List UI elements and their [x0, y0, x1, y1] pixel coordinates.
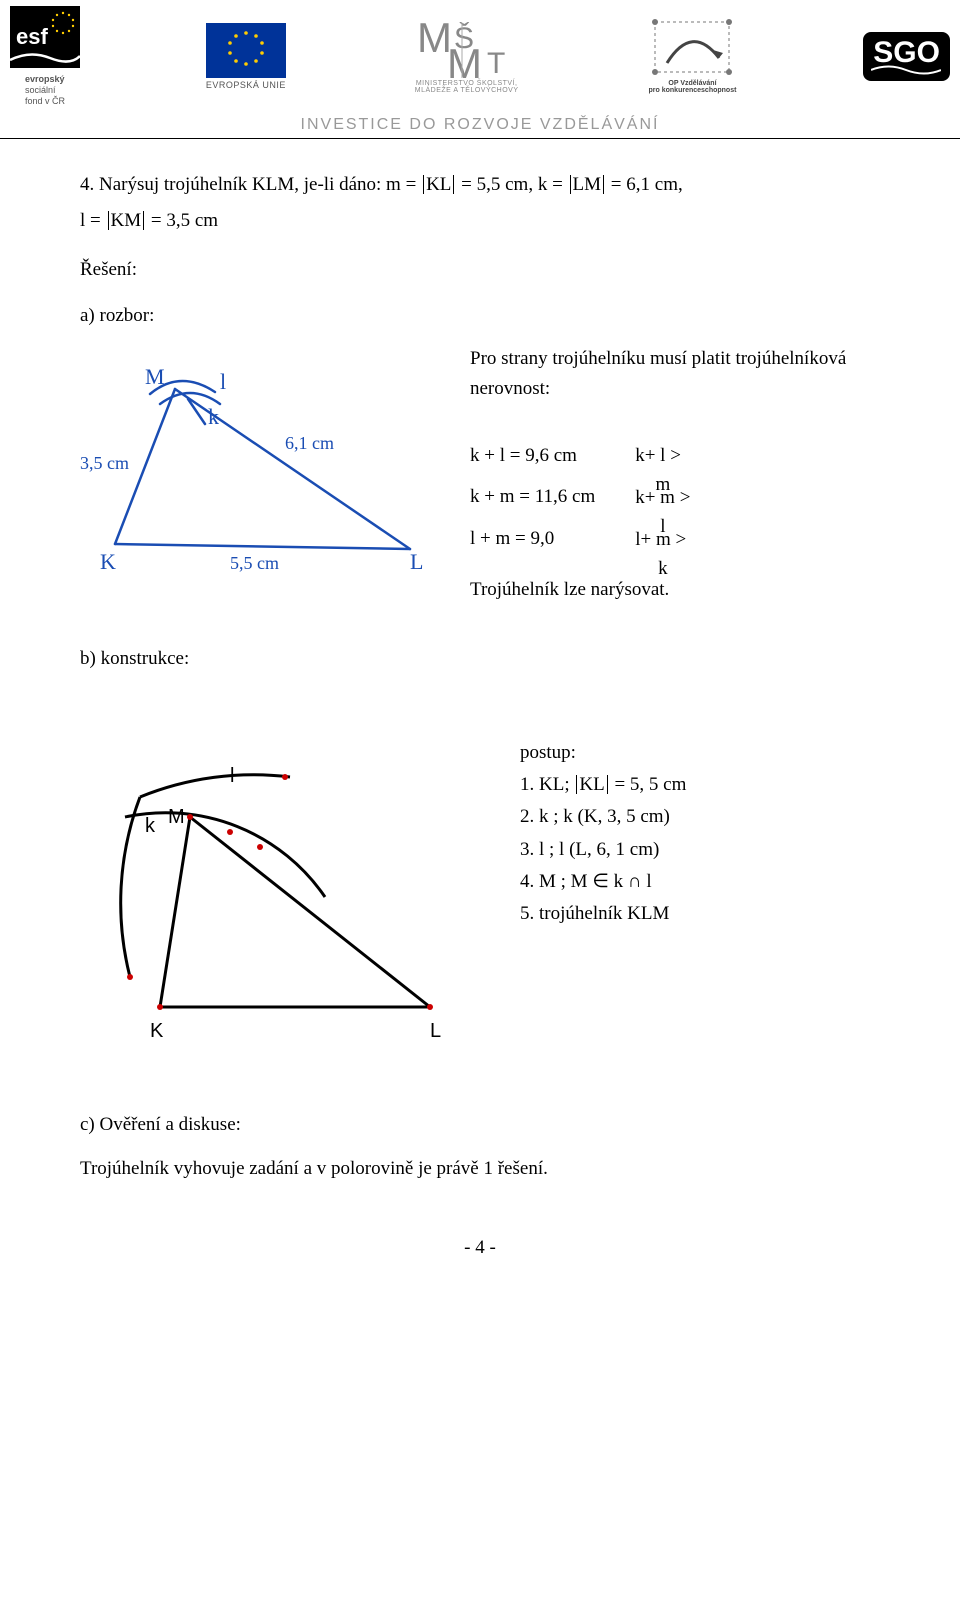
eu-caption: EVROPSKÁ UNIE	[206, 80, 286, 90]
kl-val: = 5,5 cm, k =	[456, 174, 567, 195]
sketch-L: L	[410, 549, 423, 574]
a-rozbor-label: a) rozbor:	[80, 298, 880, 334]
ineq-eq1: k + l = 9,6 cm	[470, 435, 595, 477]
ineq-left: k + l = 9,6 cm k + m = 11,6 cm l + m = 9…	[470, 435, 595, 561]
reseni-label: Řešení:	[80, 252, 880, 288]
ineq-table: k + l = 9,6 cm k + m = 11,6 cm l + m = 9…	[470, 435, 880, 561]
construction-row: K L M k l postup: 1. KL; KL = 5, 5 cm 2.…	[80, 717, 880, 1057]
invest-tagline: INVESTICE DO ROZVOJE VZDĚLÁVÁNÍ	[0, 116, 960, 134]
msmt-logo: M Š M T MINISTERSTVO ŠKOLSTVÍ,MLÁDEŽE A …	[412, 18, 522, 94]
header-divider	[0, 138, 960, 139]
ineq-r3: l+ m >k	[635, 519, 690, 561]
msmt-caption: MINISTERSTVO ŠKOLSTVÍ,MLÁDEŽE A TĚLOVÝCH…	[415, 80, 519, 94]
ineq-r2: k+ m >l	[635, 477, 690, 519]
constr-klbl: k	[145, 815, 156, 837]
star-ring-icon	[50, 10, 76, 36]
problem-lead: 4. Narýsuj trojúhelník KLM, je-li dáno: …	[80, 174, 421, 195]
postup-2: 2. k ; k (K, 3, 5 cm)	[520, 801, 686, 833]
sgo-logo: SGO	[863, 32, 950, 81]
op-logo: OP Vzdělávánípro konkurenceschopnost	[647, 18, 737, 94]
l-eq: l =	[80, 210, 106, 231]
esf-square: esf	[10, 6, 80, 68]
abs-lm: LM	[570, 175, 605, 194]
postup-1: 1. KL; KL = 5, 5 cm	[520, 769, 686, 801]
abs-kl: KL	[423, 175, 454, 194]
postup-block: postup: 1. KL; KL = 5, 5 cm 2. k ; k (K,…	[520, 737, 686, 931]
construction-svg: K L M k l	[80, 717, 500, 1057]
constr-llbl: l	[230, 765, 234, 787]
svg-text:T: T	[487, 47, 505, 80]
abs-km: KM	[108, 211, 145, 230]
b-konstrukce-label: b) konstrukce:	[80, 641, 880, 677]
msmt-icon: M Š M T	[412, 18, 522, 80]
sketch-35: 3,5 cm	[80, 453, 129, 473]
constr-K: K	[150, 1020, 164, 1042]
constr-M: M	[168, 806, 185, 828]
eu-logo: EVROPSKÁ UNIE	[206, 23, 286, 90]
sketch-61: 6,1 cm	[285, 433, 334, 453]
sketch-M: M	[145, 364, 165, 389]
ineq-eq3: l + m = 9,0	[470, 518, 595, 560]
inequality-column: Pro strany trojúhelníku musí platit troj…	[470, 344, 880, 601]
ineq-right: k+ l >m k+ m >l l+ m >k	[635, 435, 690, 561]
sketch-K: K	[100, 549, 116, 574]
esf-side-text: evropský sociální fond v ČR	[25, 74, 65, 106]
postup-4: 4. M ; M ∈ k ∩ l	[520, 866, 686, 898]
lm-val: = 6,1 cm,	[606, 174, 683, 195]
ineq-r1: k+ l >m	[635, 435, 690, 477]
esf-logo: esf evropský sociální fond v ČR	[10, 6, 80, 106]
rozbor-sketch-svg: M l k K L 3,5 cm 6,1 cm 5,5 cm	[80, 344, 440, 584]
logo-row: esf evropský sociální fond v ČR	[0, 6, 960, 106]
postup-title: postup:	[520, 737, 686, 769]
ineq-eq2: k + m = 11,6 cm	[470, 476, 595, 518]
constr-L: L	[430, 1020, 441, 1042]
sgo-wave-icon	[871, 65, 941, 75]
sketch-l: l	[220, 369, 226, 394]
km-val: = 3,5 cm	[146, 210, 218, 231]
sponsor-header: esf evropský sociální fond v ČR	[0, 0, 960, 139]
postup-3: 3. l ; l (L, 6, 1 cm)	[520, 834, 686, 866]
c-text: Trojúhelník vyhovuje zadání a v polorovi…	[80, 1151, 880, 1187]
op-box-icon	[647, 18, 737, 80]
page-number: - 4 -	[80, 1237, 880, 1259]
c-title: c) Ověření a diskuse:	[80, 1107, 880, 1143]
postup-5: 5. trojúhelník KLM	[520, 898, 686, 930]
problem-statement: 4. Narýsuj trojúhelník KLM, je-li dáno: …	[80, 167, 880, 239]
eu-flag-icon	[206, 23, 286, 78]
rozbor-row: M l k K L 3,5 cm 6,1 cm 5,5 cm Pro stran…	[80, 344, 880, 601]
hand-sketch: M l k K L 3,5 cm 6,1 cm 5,5 cm	[80, 344, 440, 589]
ineq-intro: Pro strany trojúhelníku musí platit troj…	[470, 344, 880, 405]
svg-text:M: M	[447, 40, 482, 80]
op-caption: OP Vzdělávánípro konkurenceschopnost	[649, 80, 737, 94]
sketch-k: k	[208, 404, 219, 429]
page-content: 4. Narýsuj trojúhelník KLM, je-li dáno: …	[0, 167, 960, 1298]
esf-wave-icon	[10, 50, 80, 66]
sketch-55: 5,5 cm	[230, 553, 279, 573]
